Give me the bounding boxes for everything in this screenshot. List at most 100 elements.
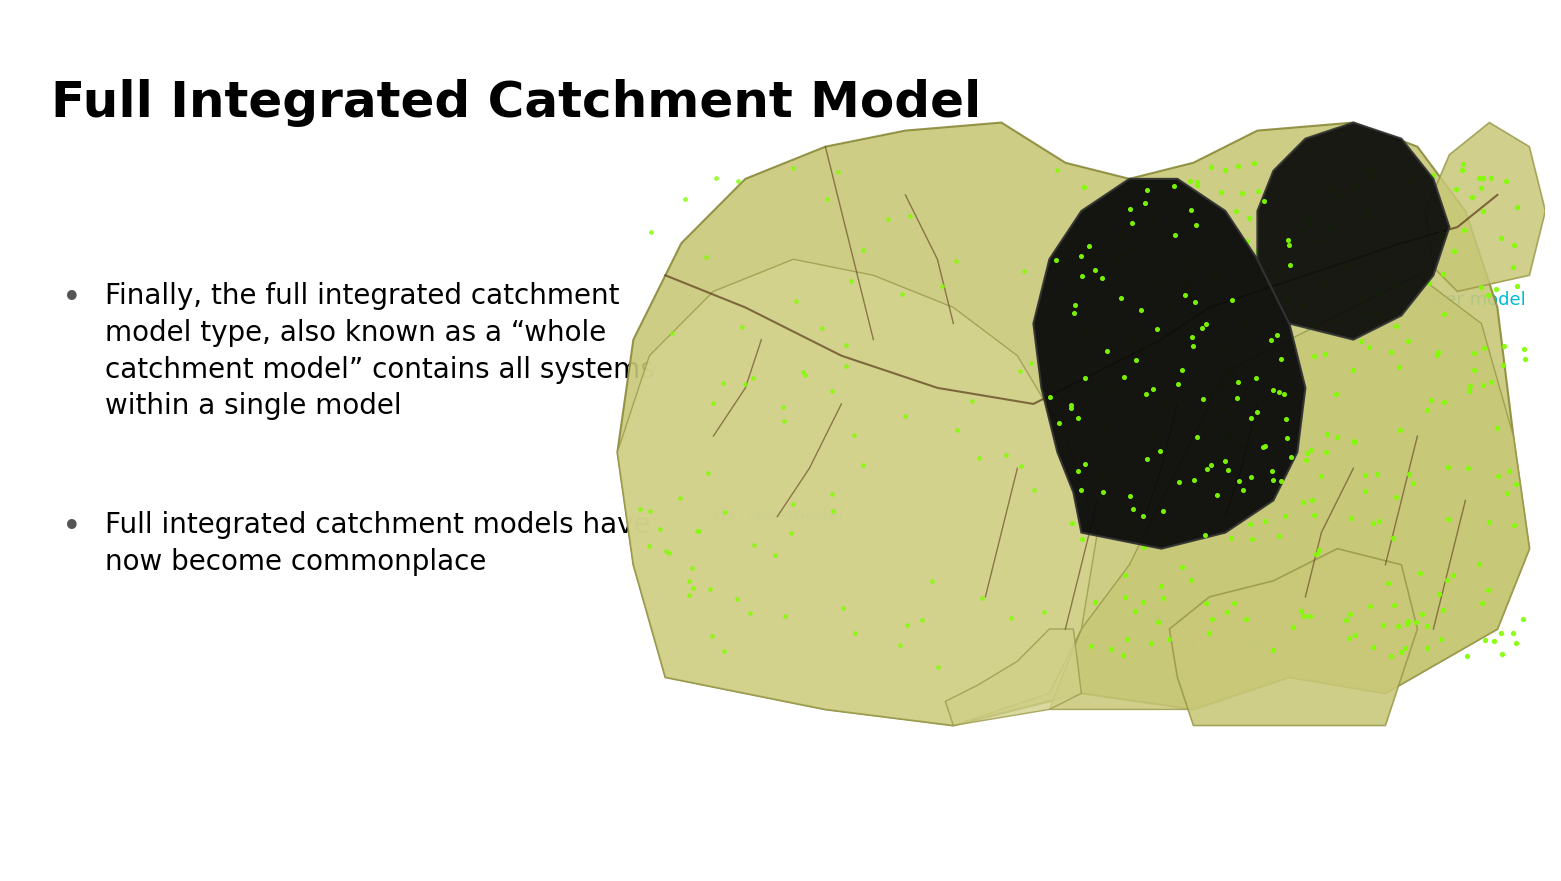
Point	[1216, 463, 1241, 478]
Point	[1396, 175, 1421, 189]
Point	[1466, 171, 1491, 185]
Point	[1425, 345, 1450, 359]
Point	[1410, 607, 1435, 621]
Point	[1327, 189, 1352, 204]
Point	[1478, 171, 1503, 185]
Point	[1299, 442, 1324, 456]
Point	[1146, 615, 1171, 629]
Point	[1431, 395, 1456, 409]
Point	[1324, 387, 1349, 401]
Point	[679, 561, 704, 575]
Point	[1302, 508, 1327, 522]
Point	[1243, 409, 1268, 423]
Point	[1260, 642, 1285, 656]
Point	[1063, 299, 1088, 313]
Point	[731, 320, 756, 334]
Point	[1133, 387, 1158, 401]
Point	[1257, 495, 1282, 509]
Point	[637, 539, 662, 553]
Point	[1235, 234, 1260, 248]
Point	[1085, 325, 1110, 339]
Point	[1118, 489, 1143, 503]
Point	[1297, 609, 1322, 623]
Point	[1069, 248, 1094, 263]
Point	[1463, 363, 1488, 377]
Point	[1349, 334, 1374, 348]
Point	[784, 294, 809, 308]
Point	[1314, 427, 1339, 441]
Point	[1185, 430, 1210, 444]
Point	[1171, 494, 1196, 508]
Point	[710, 376, 735, 390]
Point	[1085, 381, 1110, 395]
Point	[1274, 412, 1299, 426]
Point	[1336, 631, 1361, 645]
Point	[676, 574, 701, 589]
Point	[1093, 479, 1118, 493]
Point	[1511, 612, 1536, 626]
Point	[701, 396, 726, 411]
Point	[1150, 394, 1175, 408]
Point	[1211, 455, 1236, 469]
Point	[1044, 163, 1069, 177]
Point	[1204, 408, 1229, 422]
Point	[1230, 395, 1255, 409]
Point	[1066, 411, 1091, 425]
Point	[779, 526, 804, 540]
Point	[713, 505, 738, 519]
Point	[740, 371, 765, 385]
Point	[1115, 632, 1140, 646]
Point	[815, 192, 840, 206]
Point	[704, 172, 729, 186]
Point	[1211, 403, 1236, 417]
Point	[1442, 244, 1467, 258]
Point	[1236, 517, 1261, 531]
Point	[1486, 469, 1511, 483]
Point	[1394, 618, 1419, 632]
Point	[876, 212, 901, 226]
Point	[1118, 242, 1143, 256]
Text: Full integrated catchment models have
now become commonplace: Full integrated catchment models have no…	[105, 511, 651, 576]
Point	[638, 225, 663, 239]
Point	[1069, 531, 1094, 545]
Point	[1175, 478, 1200, 492]
Point	[841, 427, 866, 441]
Point	[1113, 567, 1138, 581]
Point	[1152, 530, 1177, 544]
Point	[1200, 249, 1225, 263]
Point	[1246, 244, 1271, 258]
Point	[1455, 648, 1480, 663]
Point	[1150, 504, 1175, 518]
Point	[1338, 607, 1363, 621]
Point	[1266, 385, 1291, 399]
Point	[1456, 383, 1481, 397]
Point	[1119, 330, 1144, 344]
Point	[1208, 185, 1233, 199]
Point	[1475, 288, 1500, 302]
Point	[1182, 473, 1207, 487]
Point	[1466, 557, 1491, 571]
Point	[1158, 227, 1183, 241]
Point	[1431, 229, 1456, 243]
Point	[1500, 260, 1525, 274]
Point	[1450, 158, 1475, 172]
Point	[944, 254, 969, 268]
Point	[1149, 579, 1174, 593]
Text: 1D/2D area: 1D/2D area	[1154, 617, 1289, 652]
Point	[1269, 474, 1294, 488]
Point	[1303, 233, 1328, 248]
Point	[763, 548, 788, 562]
Point	[1233, 337, 1258, 351]
Point	[1132, 389, 1157, 403]
Point	[1261, 448, 1286, 462]
Point	[1152, 440, 1177, 455]
Point	[1124, 353, 1149, 367]
Point	[810, 321, 835, 335]
Point	[1435, 573, 1460, 587]
Point	[1355, 203, 1380, 217]
Point	[1172, 288, 1197, 302]
Point	[1108, 228, 1133, 242]
Point	[1239, 532, 1264, 546]
Point	[1083, 596, 1108, 610]
Point	[1243, 420, 1268, 434]
